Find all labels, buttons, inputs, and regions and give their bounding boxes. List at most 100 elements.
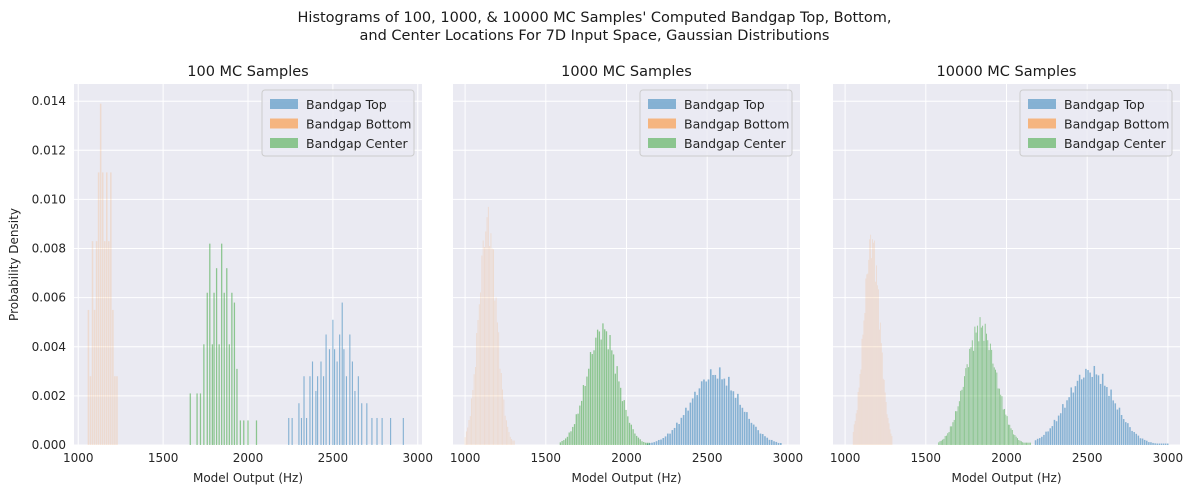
histogram-bar: [625, 410, 626, 445]
histogram-bar: [346, 376, 347, 445]
histogram-bar: [726, 386, 728, 445]
legend-swatch: [648, 119, 676, 129]
histogram-bar: [110, 172, 112, 445]
histogram-bar: [672, 430, 674, 445]
histogram-bar: [1154, 443, 1156, 445]
histogram-bar: [1152, 443, 1154, 445]
histogram-bar: [1030, 443, 1031, 445]
histogram-bar: [509, 432, 510, 445]
histogram-bar: [467, 428, 468, 445]
histogram-bar: [349, 334, 350, 445]
x-tick-label: 1500: [148, 451, 179, 465]
histogram-bar: [1142, 439, 1144, 445]
histogram-bar: [723, 379, 725, 445]
histogram-bar: [1041, 437, 1043, 445]
histogram-bar: [597, 330, 598, 445]
histogram-bar: [627, 416, 628, 445]
histogram-bar: [648, 443, 649, 445]
histogram-bar: [216, 268, 217, 445]
x-tick-label: 2000: [233, 451, 264, 465]
histogram-bar: [604, 329, 605, 445]
histogram-bar: [590, 352, 591, 445]
histogram-bar: [708, 379, 710, 445]
x-tick-label: 3000: [1153, 451, 1184, 465]
histogram-bar: [762, 434, 764, 445]
histogram-bar: [514, 441, 515, 445]
histogram-bar: [480, 292, 481, 445]
histogram-bar: [581, 401, 582, 445]
histogram-bar: [881, 343, 882, 445]
legend: Bandgap Top Bandgap Bottom Bandgap Center: [262, 90, 414, 156]
histogram-bar: [609, 335, 610, 445]
histogram-bar: [312, 362, 313, 445]
histogram-bar: [1025, 443, 1026, 445]
histogram-bar: [309, 376, 310, 445]
legend-swatch: [1028, 138, 1056, 148]
histogram-bar: [1000, 395, 1001, 445]
histogram-bar: [334, 349, 335, 445]
histogram-bar: [234, 303, 235, 445]
histogram-bar: [859, 388, 860, 445]
histogram-bar: [1013, 434, 1014, 445]
histogram-bar: [618, 381, 619, 445]
x-tick-label: 3000: [773, 451, 804, 465]
histogram-bar: [857, 410, 858, 445]
histogram-bar: [1029, 443, 1030, 445]
histogram-bar: [882, 353, 883, 445]
histogram-bar: [471, 398, 472, 445]
histogram-bar: [730, 390, 732, 445]
histogram-bar: [376, 418, 377, 445]
histogram-bar: [950, 426, 951, 445]
histogram-bar: [1073, 393, 1075, 445]
histogram-bar: [771, 440, 773, 445]
histogram-bar: [306, 418, 307, 445]
histogram-bar: [476, 333, 477, 445]
legend-label: Bandgap Top: [684, 97, 765, 112]
histogram-bar: [1138, 436, 1140, 445]
histogram-bar: [1100, 384, 1102, 445]
legend-label: Bandgap Bottom: [306, 117, 411, 132]
histogram-bar: [361, 403, 362, 445]
x-axis-label: Model Output (Hz): [571, 471, 681, 485]
y-tick-label: 0.012: [32, 143, 66, 157]
histogram-bar: [942, 440, 943, 445]
histogram-bar: [875, 282, 876, 445]
histogram-bar: [869, 239, 870, 445]
histogram-bar: [469, 420, 470, 445]
histogram-bar: [229, 344, 230, 445]
histogram-bar: [371, 418, 372, 445]
histogram-bar: [769, 440, 771, 445]
histogram-bar: [116, 376, 118, 445]
histogram-bar: [1062, 404, 1064, 445]
histogram-bar: [719, 367, 721, 445]
histogram-bar: [638, 438, 639, 445]
histogram-bar: [212, 344, 213, 445]
histogram-bar: [500, 369, 501, 445]
histogram-bar: [622, 401, 623, 445]
histogram-bar: [996, 373, 997, 445]
histogram-bar: [728, 377, 730, 445]
histogram-bar: [1005, 415, 1006, 445]
histogram-bar: [390, 418, 391, 445]
histogram-bar: [973, 351, 974, 445]
histogram-bar: [967, 364, 968, 445]
x-tick-label: 2500: [692, 451, 723, 465]
histogram-bar: [1161, 444, 1163, 445]
histogram-bar: [505, 416, 506, 445]
histogram-bar: [987, 340, 988, 445]
histogram-bar: [1045, 432, 1047, 445]
histogram-bar: [954, 420, 955, 445]
histogram-bar: [1123, 419, 1125, 445]
histogram-bar: [701, 381, 703, 445]
histogram-bar: [887, 414, 888, 445]
histogram-bar: [301, 418, 302, 445]
histogram-bar: [963, 387, 964, 445]
histogram-bar: [569, 433, 570, 445]
histogram-bar: [748, 419, 750, 445]
histogram-bar: [561, 441, 562, 445]
histogram-bar: [329, 349, 330, 445]
histogram-bar: [755, 427, 757, 445]
histogram-bar: [1115, 403, 1117, 445]
y-tick-label: 0.008: [32, 242, 66, 256]
histogram-bar: [317, 376, 318, 445]
